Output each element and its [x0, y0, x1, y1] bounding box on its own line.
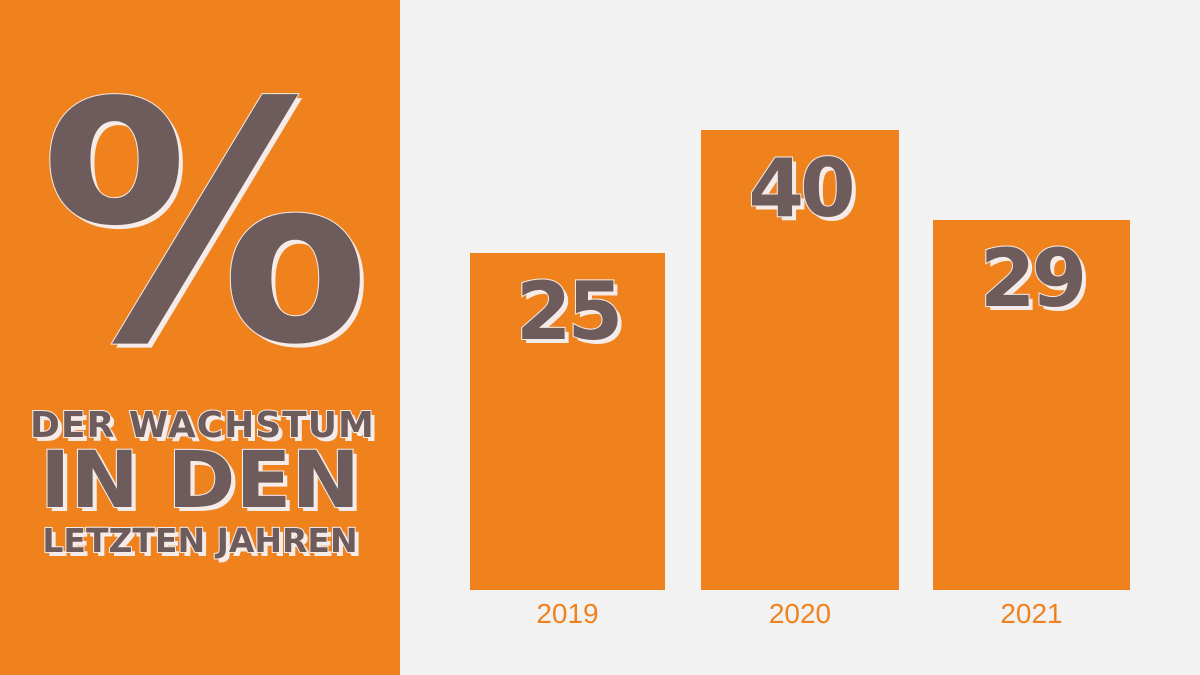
bar-chart: 25 2019 40 2020 29 2021 — [400, 0, 1200, 675]
headline-line-2: in den — [39, 436, 361, 526]
bar-2021: 29 — [933, 220, 1130, 590]
bar-2020: 40 — [701, 129, 899, 590]
x-tick-label: 2020 — [768, 598, 832, 629]
value-label: 40 — [747, 141, 856, 236]
headline-line-1: Der Wachstum — [29, 405, 375, 446]
bar-2019: 25 — [470, 252, 665, 590]
title-panel: % Der Wachstum in den letzten Jahren — [0, 0, 400, 675]
x-tick-label: 2021 — [1000, 598, 1063, 629]
value-label: 25 — [515, 264, 624, 359]
percent-symbol: % — [39, 33, 372, 417]
value-label: 29 — [979, 231, 1088, 326]
headline: Der Wachstum in den letzten Jahren — [29, 405, 375, 560]
headline-line-3: letzten Jahren — [41, 521, 358, 560]
x-tick-label: 2019 — [536, 598, 599, 629]
